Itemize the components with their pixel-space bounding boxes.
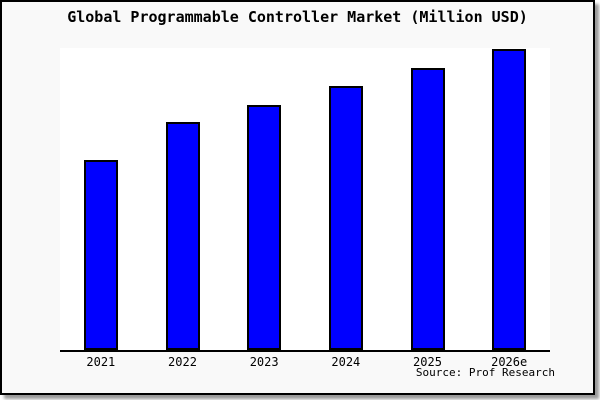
bar-2021 (83, 160, 118, 350)
source-note: Source: Prof Research (415, 366, 555, 379)
x-tick-label-2023: 2023 (249, 355, 279, 369)
x-tick-label-2025: 2025 (413, 355, 442, 369)
bar-2023 (247, 105, 282, 350)
chart-title: Global Programmable Controller Market (M… (67, 8, 528, 26)
x-axis-labels: 2021 2022 2023 2024 2025 2026e (60, 355, 550, 371)
bar-2024 (328, 86, 363, 350)
x-tick-label-2021: 2021 (86, 355, 116, 369)
plot-area (60, 48, 550, 352)
x-tick-label-2026e: 2026e (491, 355, 528, 369)
x-tick-label-2022: 2022 (168, 355, 197, 369)
bar-2022 (165, 122, 200, 350)
bar-2026e (492, 49, 527, 350)
bar-2025 (410, 68, 445, 350)
chart-frame: Global Programmable Controller Market (M… (0, 0, 595, 395)
x-tick-label-2024: 2024 (331, 355, 361, 369)
